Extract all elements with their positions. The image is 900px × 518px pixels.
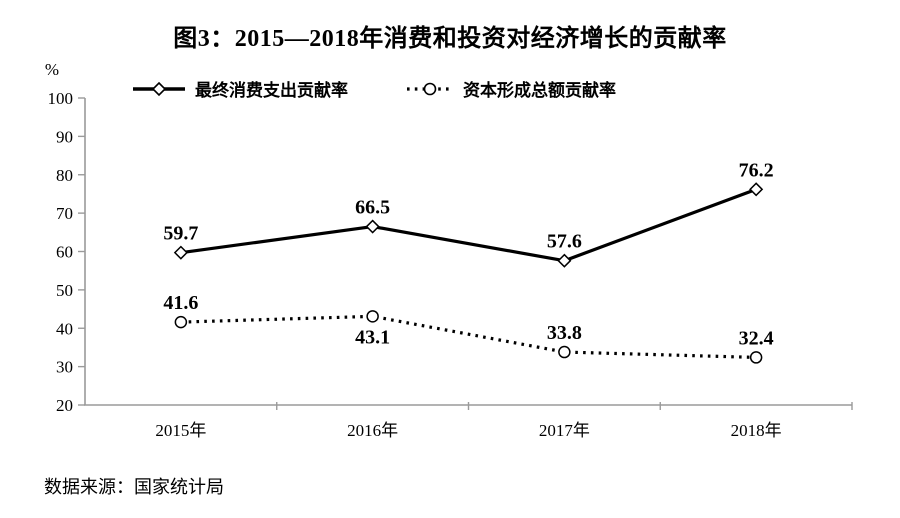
data-point-label-consumption: 66.5	[355, 197, 390, 219]
legend: 最终消费支出贡献率 资本形成总额贡献率	[132, 76, 616, 101]
data-point-label-capital: 33.8	[547, 322, 582, 344]
legend-label-capital: 资本形成总额贡献率	[463, 81, 616, 100]
x-tick-label: 2015年	[155, 421, 206, 440]
y-tick-label: 80	[56, 166, 73, 185]
data-point-marker-capital	[174, 315, 188, 329]
legend-item-capital: 资本形成总额贡献率	[406, 76, 616, 101]
data-point-marker-consumption	[173, 245, 188, 260]
y-tick-label: 90	[56, 127, 73, 146]
data-point-label-capital: 43.1	[355, 326, 390, 348]
data-point-marker-capital	[749, 351, 763, 364]
y-tick-label: 60	[56, 243, 73, 262]
data-point-marker-consumption	[557, 253, 572, 268]
data-point-marker-consumption	[749, 182, 764, 197]
x-tick-label: 2017年	[539, 421, 590, 440]
x-tick-label: 2018年	[731, 421, 782, 440]
x-tick-label: 2016年	[347, 421, 398, 440]
y-tick-label: 50	[56, 281, 73, 300]
data-point-label-capital: 41.6	[163, 292, 198, 314]
series-line-consumption	[180, 187, 757, 263]
dotted-line-circle-marker-icon	[407, 82, 453, 95]
y-axis-unit-label: %	[45, 60, 59, 79]
data-point-label-capital: 32.4	[739, 327, 774, 349]
y-tick-label: 70	[56, 204, 73, 223]
y-tick-label: 100	[48, 89, 74, 108]
source-note: 数据来源：国家统计局	[44, 477, 224, 497]
solid-line-diamond-marker-icon	[133, 81, 185, 96]
legend-item-consumption: 最终消费支出贡献率	[132, 76, 348, 101]
data-point-marker-capital	[366, 310, 379, 323]
data-point-marker-consumption	[365, 219, 380, 234]
legend-label-consumption: 最终消费支出贡献率	[195, 81, 348, 100]
data-point-label-consumption: 57.6	[547, 231, 582, 253]
chart-title: 图3：2015—2018年消费和投资对经济增长的贡献率	[173, 26, 727, 52]
y-tick-label: 40	[56, 319, 73, 338]
series-line-capital	[180, 314, 757, 360]
y-tick-label: 30	[56, 358, 73, 377]
y-tick-label: 20	[56, 396, 73, 415]
data-point-marker-capital	[558, 345, 571, 359]
data-point-label-consumption: 59.7	[163, 223, 198, 245]
data-point-label-consumption: 76.2	[739, 159, 774, 181]
